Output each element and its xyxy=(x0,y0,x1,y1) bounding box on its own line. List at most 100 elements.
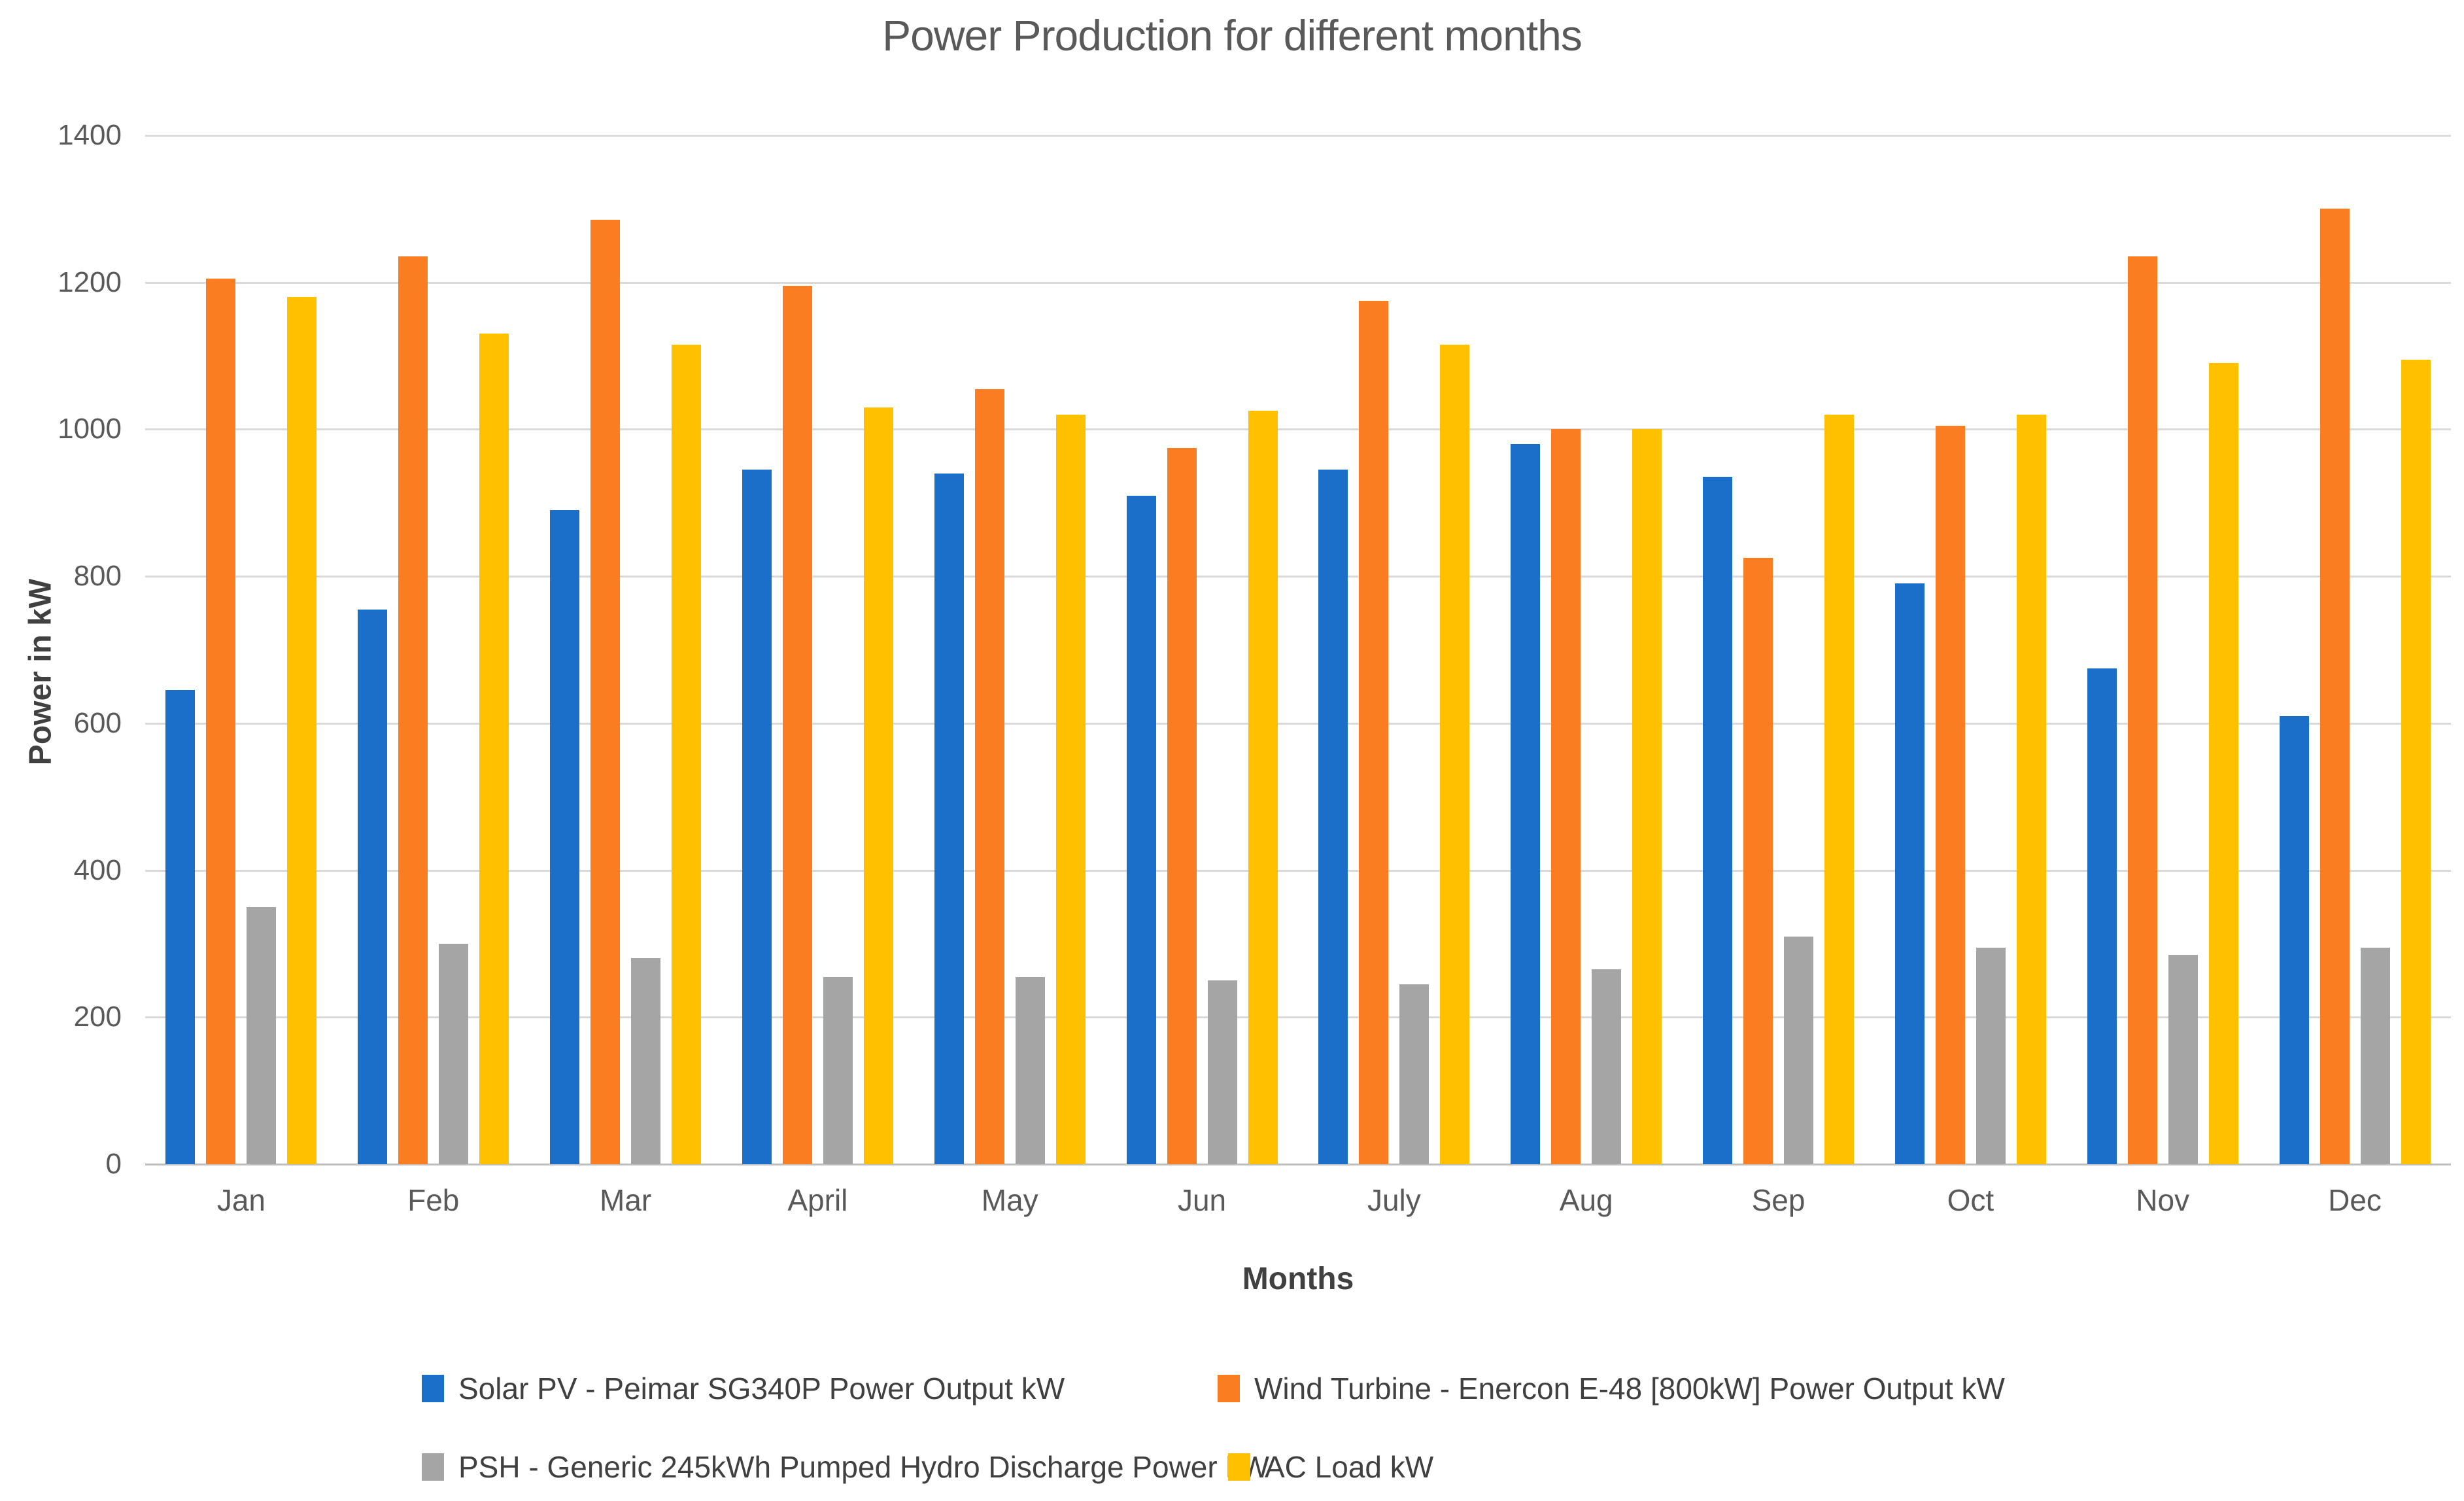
y-tick-label: 400 xyxy=(73,854,122,886)
bar xyxy=(1632,429,1662,1164)
bar xyxy=(2279,716,2309,1164)
bar xyxy=(439,943,469,1164)
bar-group-aug xyxy=(1490,135,1683,1164)
bar xyxy=(1207,980,1237,1164)
bar xyxy=(1167,447,1197,1164)
gridline xyxy=(145,281,2451,284)
y-tick-label: 1200 xyxy=(58,266,122,298)
bar xyxy=(934,473,964,1164)
x-axis-line xyxy=(145,1164,2451,1165)
bar xyxy=(1935,425,1965,1164)
bar xyxy=(782,286,812,1164)
bar-group-may xyxy=(914,135,1106,1164)
bar xyxy=(206,279,236,1164)
bar xyxy=(2127,256,2157,1164)
bar xyxy=(742,470,772,1164)
x-tick-label: July xyxy=(1367,1183,1421,1217)
legend-item: AC Load kW xyxy=(1228,1444,1433,1490)
y-tick-label: 1400 xyxy=(58,119,122,151)
x-tick-label: Sep xyxy=(1751,1183,1805,1217)
bar xyxy=(2016,414,2046,1164)
bar xyxy=(247,906,277,1164)
bar xyxy=(398,256,428,1164)
gridline xyxy=(145,576,2451,578)
bar xyxy=(1976,947,2006,1164)
x-axis-tick-labels: Jan Feb Mar April May Jun July Aug Sep Oct Nov Dec xyxy=(145,1182,2451,1218)
bar-group-mar xyxy=(530,135,722,1164)
bar xyxy=(631,958,661,1164)
legend-label: Wind Turbine - Enercon E-48 [800kW] Powe… xyxy=(1254,1372,2005,1406)
bar xyxy=(550,510,580,1164)
bar-group-jun xyxy=(1106,135,1298,1164)
bar-group-dec xyxy=(2259,135,2451,1164)
bar xyxy=(1784,936,1814,1164)
bar xyxy=(2401,359,2431,1164)
bar xyxy=(1703,477,1733,1164)
bar-group-feb xyxy=(337,135,530,1164)
bar xyxy=(1551,429,1581,1164)
bar xyxy=(1824,414,1855,1164)
legend-swatch-icon xyxy=(1218,1375,1240,1402)
legend-label: PSH - Generic 245kWh Pumped Hydro Discha… xyxy=(458,1450,1269,1484)
bar xyxy=(1126,495,1156,1164)
bar xyxy=(1743,558,1773,1164)
gridline xyxy=(145,869,2451,872)
y-tick-label: 800 xyxy=(73,560,122,593)
bar xyxy=(2360,947,2390,1164)
legend-label: Solar PV - Peimar SG340P Power Output kW xyxy=(458,1372,1065,1406)
legend-swatch-icon xyxy=(1228,1453,1250,1481)
bar-group-july xyxy=(1298,135,1490,1164)
bar xyxy=(1318,470,1348,1164)
legend-item: PSH - Generic 245kWh Pumped Hydro Discha… xyxy=(422,1444,1269,1490)
bar xyxy=(358,609,388,1164)
y-axis-tick-labels: 0 200 400 600 800 1000 1200 1400 xyxy=(0,119,122,1180)
y-tick-label: 200 xyxy=(73,1001,122,1033)
x-tick-label: Feb xyxy=(407,1183,460,1217)
legend-swatch-icon xyxy=(422,1453,444,1481)
bar-group-nov xyxy=(2066,135,2259,1164)
bar xyxy=(672,345,702,1164)
bar xyxy=(1894,583,1925,1164)
bar xyxy=(2208,363,2238,1164)
bar xyxy=(2168,954,2198,1164)
bar xyxy=(863,407,893,1164)
bar xyxy=(165,690,196,1164)
bar xyxy=(1055,414,1086,1164)
bar xyxy=(1592,969,1622,1164)
legend-item: Wind Turbine - Enercon E-48 [800kW] Powe… xyxy=(1218,1366,2005,1411)
x-tick-label: Nov xyxy=(2136,1183,2190,1217)
bar xyxy=(2087,668,2117,1164)
x-tick-label: Oct xyxy=(1947,1183,1994,1217)
bar xyxy=(479,334,509,1164)
x-tick-label: Jan xyxy=(216,1183,265,1217)
legend-item: Solar PV - Peimar SG340P Power Output kW xyxy=(422,1366,1065,1411)
plot-area xyxy=(145,135,2451,1165)
x-tick-label: April xyxy=(787,1183,848,1217)
gridline xyxy=(145,428,2451,431)
bar-group-sep xyxy=(1683,135,1875,1164)
bar xyxy=(1399,984,1429,1164)
chart-title: Power Production for different months xyxy=(882,11,1583,60)
gridline xyxy=(145,722,2451,725)
bar-group-april xyxy=(722,135,914,1164)
bar xyxy=(1359,300,1389,1164)
legend-label: AC Load kW xyxy=(1265,1450,1434,1484)
bar xyxy=(2319,209,2350,1164)
x-tick-label: Dec xyxy=(2328,1183,2382,1217)
x-tick-label: Mar xyxy=(599,1183,652,1217)
y-tick-label: 600 xyxy=(73,706,122,739)
y-tick-label: 0 xyxy=(105,1148,122,1180)
gridline xyxy=(145,135,2451,137)
gridline xyxy=(145,1016,2451,1019)
x-tick-label: Jun xyxy=(1177,1183,1227,1217)
bar xyxy=(1248,411,1278,1164)
x-axis-title: Months xyxy=(1242,1262,1354,1296)
bar xyxy=(1511,443,1541,1164)
bar xyxy=(823,976,853,1164)
legend-swatch-icon xyxy=(422,1375,444,1402)
bar xyxy=(1015,976,1045,1164)
bar xyxy=(974,388,1004,1164)
x-tick-label: Aug xyxy=(1559,1183,1613,1217)
bar xyxy=(1440,345,1470,1164)
